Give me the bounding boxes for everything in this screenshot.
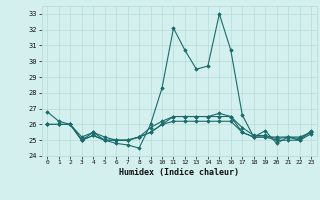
X-axis label: Humidex (Indice chaleur): Humidex (Indice chaleur) <box>119 168 239 177</box>
